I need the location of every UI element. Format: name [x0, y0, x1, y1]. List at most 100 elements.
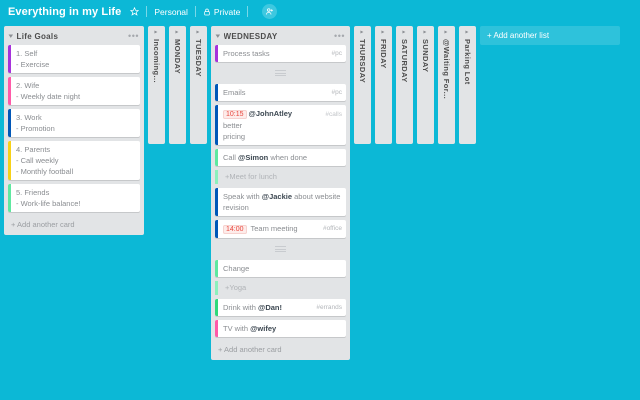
list-title: SATURDAY: [400, 39, 409, 83]
list-monday-collapsed[interactable]: ▾ MONDAY: [169, 26, 186, 144]
visibility-button[interactable]: Private: [203, 7, 240, 17]
chevron-right-icon[interactable]: ▾: [195, 30, 202, 34]
card-body: Change: [218, 260, 346, 277]
list-thursday-collapsed[interactable]: ▾ THURSDAY: [354, 26, 371, 144]
card-color-stripe: [215, 299, 218, 316]
card[interactable]: 4. Parents - Call weekly - Monthly footb…: [8, 141, 140, 180]
list-title: WEDNESDAY: [223, 31, 278, 41]
list-sunday-collapsed[interactable]: ▾ SUNDAY: [417, 26, 434, 144]
card[interactable]: 5. Friends - Work-life balance!: [8, 184, 140, 212]
card-color-stripe: [8, 141, 11, 180]
card-mention: @Simon: [238, 153, 269, 162]
chevron-right-icon[interactable]: ▾: [443, 30, 450, 34]
card-body: Process tasks #pc: [218, 45, 346, 62]
card-time-badge: 14:00: [223, 225, 247, 234]
card[interactable]: Process tasks #pc: [215, 45, 346, 62]
add-member-icon[interactable]: [262, 4, 278, 19]
add-list-button[interactable]: + Add another list: [480, 26, 620, 45]
card-text-pre: Speak with: [223, 192, 262, 201]
lock-icon: [203, 8, 211, 16]
list-title: TUESDAY: [194, 39, 203, 77]
list-parking-lot-collapsed[interactable]: ▾ Parking Lot: [459, 26, 476, 144]
card-placeholder[interactable]: +Meet for lunch: [215, 170, 346, 184]
card-time-badge: 10:15: [223, 110, 247, 119]
chevron-right-icon[interactable]: ▾: [464, 30, 471, 34]
card[interactable]: 14:00 Team meeting #office: [215, 220, 346, 238]
card-text-rest: when done: [268, 153, 308, 162]
card[interactable]: 1. Self - Exercise: [8, 45, 140, 73]
team-name[interactable]: Personal: [154, 7, 188, 17]
card-body: TV with @wifey: [218, 320, 346, 337]
card[interactable]: TV with @wifey: [215, 320, 346, 337]
chevron-right-icon[interactable]: ▾: [153, 30, 160, 34]
card[interactable]: 3. Work - Promotion: [8, 109, 140, 137]
card-line: 2. Wife: [16, 81, 40, 90]
list-life-goals[interactable]: ▾ Life Goals ••• 1. Self - Exercise 2. W…: [4, 26, 144, 235]
card-text: TV with @wifey: [223, 323, 342, 334]
card-line: 4. Parents: [16, 145, 51, 154]
card-tag: #errands: [316, 304, 342, 311]
list-title: Incoming...: [152, 39, 161, 83]
list-header[interactable]: ▾ WEDNESDAY •••: [215, 29, 346, 43]
card-text: 4. Parents - Call weekly - Monthly footb…: [16, 144, 136, 177]
chevron-down-icon[interactable]: ▾: [215, 32, 221, 40]
card-body: 2. Wife - Weekly date night: [11, 77, 140, 105]
card[interactable]: Call @Simon when done: [215, 149, 346, 166]
card-mention: @wifey: [250, 324, 277, 333]
card-drag-separator[interactable]: [215, 66, 346, 80]
chevron-right-icon[interactable]: ▾: [401, 30, 408, 34]
card-mention: @Dan!: [258, 303, 282, 312]
card-mention: @Jackie: [261, 192, 293, 201]
list-menu-icon[interactable]: •••: [128, 30, 139, 41]
card-color-stripe: [215, 220, 218, 238]
card-color-stripe: [8, 45, 11, 73]
add-card-button[interactable]: + Add another card: [218, 345, 282, 354]
list-header[interactable]: ▾ Life Goals •••: [8, 29, 140, 43]
add-card-button[interactable]: + Add another card: [11, 220, 75, 229]
card-placeholder[interactable]: +Yoga: [215, 281, 346, 295]
card[interactable]: Drink with @Dan! #errands: [215, 299, 346, 316]
card-body: Emails #pc: [218, 84, 346, 101]
card[interactable]: 2. Wife - Weekly date night: [8, 77, 140, 105]
card[interactable]: Emails #pc: [215, 84, 346, 101]
list-incoming-collapsed[interactable]: ▾ Incoming...: [148, 26, 165, 144]
chevron-right-icon[interactable]: ▾: [422, 30, 429, 34]
card-list: Process tasks #pc Emails #pc 10: [215, 43, 346, 341]
top-bar: Everything in my Life Personal Private: [0, 0, 640, 23]
card-line: - Exercise: [16, 60, 50, 69]
card-body: 14:00 Team meeting #office: [218, 220, 346, 238]
card-color-stripe: [8, 184, 11, 212]
chevron-down-icon[interactable]: ▾: [8, 32, 14, 40]
card-drag-separator[interactable]: [215, 242, 346, 256]
card-color-stripe: [215, 188, 218, 216]
chevron-right-icon[interactable]: ▾: [359, 30, 366, 34]
team-label: Personal: [154, 6, 188, 17]
list-waiting-for-collapsed[interactable]: ▾ @Waiting For...: [438, 26, 455, 144]
chevron-right-icon[interactable]: ▾: [380, 30, 387, 34]
card-color-stripe: [8, 109, 11, 137]
card-text-pre: Drink with: [223, 303, 259, 312]
card-body: 10:15 @JohnAtley better pricing #calls: [218, 105, 346, 145]
card-color-stripe: [215, 281, 218, 295]
star-icon[interactable]: [130, 7, 140, 16]
card-body: 4. Parents - Call weekly - Monthly footb…: [11, 141, 140, 180]
card[interactable]: 10:15 @JohnAtley better pricing #calls: [215, 105, 346, 145]
chevron-right-icon[interactable]: ▾: [174, 30, 181, 34]
card[interactable]: Speak with @Jackie about website revisio…: [215, 188, 346, 216]
card-text: 5. Friends - Work-life balance!: [16, 187, 136, 209]
card-text: 1. Self - Exercise: [16, 48, 136, 70]
hamburger-icon: [275, 69, 286, 77]
list-wednesday[interactable]: ▾ WEDNESDAY ••• Process tasks #pc E: [211, 26, 350, 360]
card-body: Drink with @Dan! #errands: [218, 299, 346, 316]
list-saturday-collapsed[interactable]: ▾ SATURDAY: [396, 26, 413, 144]
card[interactable]: Change: [215, 260, 346, 277]
list-tuesday-collapsed[interactable]: ▾ TUESDAY: [190, 26, 207, 144]
card-line: - Call weekly: [16, 156, 59, 165]
list-friday-collapsed[interactable]: ▾ FRIDAY: [375, 26, 392, 144]
card-text-rest: about website revision: [223, 192, 341, 212]
card-text-pre: Call: [223, 153, 239, 162]
list-title: MONDAY: [173, 39, 182, 75]
card-body: 5. Friends - Work-life balance!: [11, 184, 140, 212]
list-menu-icon[interactable]: •••: [334, 30, 345, 41]
card-line: 5. Friends: [16, 188, 50, 197]
